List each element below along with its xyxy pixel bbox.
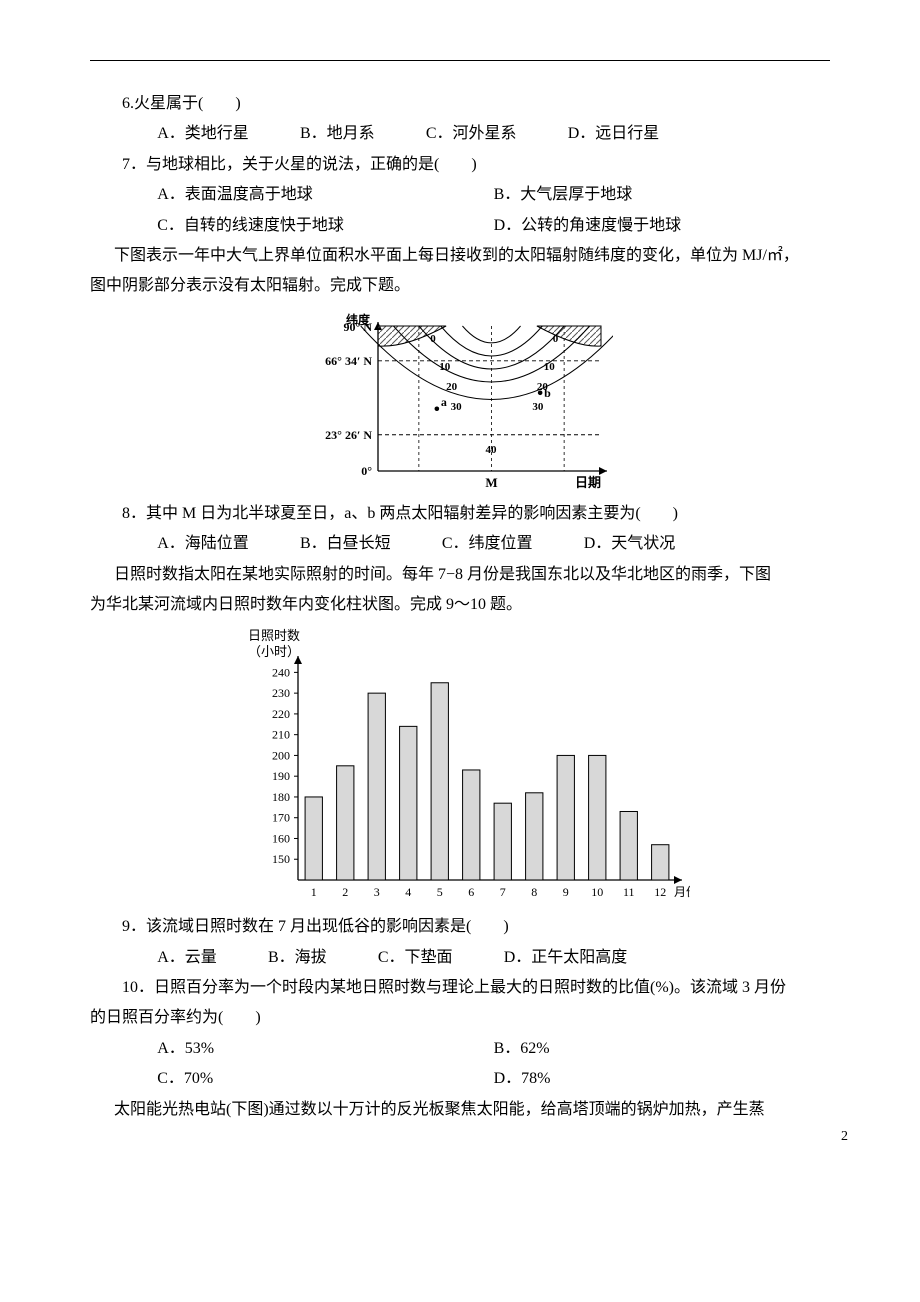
q9-opt-c: C．下垫面: [378, 943, 453, 973]
svg-text:10: 10: [439, 361, 451, 373]
q10-opt-a: A．53%: [157, 1034, 493, 1064]
svg-text:20: 20: [446, 381, 458, 393]
page-number: 2: [841, 1124, 848, 1151]
svg-text:日期: 日期: [574, 475, 600, 490]
svg-text:9: 9: [563, 885, 569, 899]
q8-opt-d: D．天气状况: [584, 529, 676, 559]
svg-text:0: 0: [552, 333, 558, 345]
q10-opt-b: B．62%: [494, 1034, 830, 1064]
svg-text:5: 5: [437, 885, 443, 899]
svg-text:12: 12: [654, 885, 666, 899]
svg-text:230: 230: [272, 686, 290, 700]
bottom-para: 太阳能光热电站(下图)通过数以十万计的反光板聚焦太阳能，给高塔顶端的锅炉加热，产…: [90, 1095, 830, 1125]
svg-text:30: 30: [450, 401, 462, 413]
svg-text:11: 11: [623, 885, 635, 899]
svg-text:180: 180: [272, 790, 290, 804]
q8-opt-c: C．纬度位置: [442, 529, 533, 559]
q9-opt-d: D．正午太阳高度: [504, 943, 628, 973]
q8-opt-a: A．海陆位置: [157, 529, 249, 559]
svg-text:b: b: [544, 386, 551, 400]
q7-options-row2: C．自转的线速度快于地球 D．公转的角速度慢于地球: [157, 211, 830, 241]
svg-text:220: 220: [272, 707, 290, 721]
q8-intro-a: 下图表示一年中大气上界单位面积水平面上每日接收到的太阳辐射随纬度的变化，单位为 …: [90, 241, 830, 271]
q10-options-row1: A．53% B．62%: [157, 1034, 830, 1064]
svg-text:3: 3: [374, 885, 380, 899]
q6-prefix: 6.: [122, 95, 134, 112]
chart-wrap: 日照时数（小时）15016017018019020021022023024012…: [90, 626, 830, 906]
svg-text:4: 4: [405, 885, 411, 899]
q8-opt-b: B．白昼长短: [300, 529, 391, 559]
q9-opt-a: A．云量: [157, 943, 217, 973]
q8-intro-b: 图中阴影部分表示没有太阳辐射。完成下题。: [90, 271, 830, 301]
diagram1-svg: 0102030400102030ab纬度90° N66° 34′ N23° 26…: [308, 308, 613, 493]
q6-opt-b: B．地月系: [300, 119, 375, 149]
svg-text:160: 160: [272, 832, 290, 846]
q6-opt-a: A．类地行星: [157, 119, 249, 149]
q6-opt-c: C．河外星系: [426, 119, 517, 149]
q7-options-row1: A．表面温度高于地球 B．大气层厚于地球: [157, 180, 830, 210]
q10-options-row2: C．70% D．78%: [157, 1064, 830, 1094]
q8-stem: 8．其中 M 日为北半球夏至日，a、b 两点太阳辐射差异的影响因素主要为( ): [90, 499, 830, 529]
q7-opt-c: C．自转的线速度快于地球: [157, 211, 493, 241]
q7-stem: 7．与地球相比，关于火星的说法，正确的是( ): [90, 150, 830, 180]
svg-text:0°: 0°: [361, 464, 372, 478]
svg-text:a: a: [440, 394, 446, 408]
svg-text:月份: 月份: [674, 885, 690, 899]
q9-intro-b: 为华北某河流域内日照时数年内变化柱状图。完成 9～10 题。: [90, 590, 830, 620]
q7-opt-b: B．大气层厚于地球: [494, 180, 830, 210]
q6-text: 火星属于( ): [134, 95, 241, 112]
q9-opt-b: B．海拔: [268, 943, 327, 973]
q7-opt-a: A．表面温度高于地球: [157, 180, 493, 210]
q8-options: A．海陆位置 B．白昼长短 C．纬度位置 D．天气状况: [157, 529, 830, 559]
q10-stem-b: 的日照百分率约为( ): [90, 1003, 830, 1033]
svg-text:23° 26′ N: 23° 26′ N: [325, 427, 372, 441]
svg-text:10: 10: [591, 885, 603, 899]
svg-text:2: 2: [342, 885, 348, 899]
q6-opt-d: D．远日行星: [568, 119, 660, 149]
svg-text:1: 1: [311, 885, 317, 899]
diagram1-wrap: 0102030400102030ab纬度90° N66° 34′ N23° 26…: [90, 308, 830, 493]
svg-text:7: 7: [500, 885, 506, 899]
svg-text:30: 30: [532, 401, 544, 413]
svg-text:90° N: 90° N: [343, 320, 372, 334]
svg-text:66° 34′ N: 66° 34′ N: [325, 354, 372, 368]
svg-text:210: 210: [272, 728, 290, 742]
q6-options: A．类地行星 B．地月系 C．河外星系 D．远日行星: [157, 119, 830, 149]
svg-text:6: 6: [468, 885, 474, 899]
svg-text:150: 150: [272, 853, 290, 867]
q6-stem: 6.火星属于( ): [90, 89, 830, 119]
svg-text:190: 190: [272, 769, 290, 783]
svg-text:0: 0: [430, 333, 436, 345]
svg-text:240: 240: [272, 666, 290, 680]
svg-text:（小时）: （小时）: [248, 644, 300, 659]
svg-text:10: 10: [543, 361, 555, 373]
chart-svg: 日照时数（小时）15016017018019020021022023024012…: [230, 626, 690, 906]
svg-text:40: 40: [485, 443, 497, 455]
q7-opt-d: D．公转的角速度慢于地球: [494, 211, 830, 241]
svg-text:M: M: [485, 475, 497, 490]
svg-text:日照时数: 日照时数: [248, 628, 300, 643]
q10-stem-a: 10．日照百分率为一个时段内某地日照时数与理论上最大的日照时数的比值(%)。该流…: [90, 973, 830, 1003]
q9-options: A．云量 B．海拔 C．下垫面 D．正午太阳高度: [157, 943, 830, 973]
q10-opt-d: D．78%: [494, 1064, 830, 1094]
q9-intro-a: 日照时数指太阳在某地实际照射的时间。每年 7−8 月份是我国东北以及华北地区的雨…: [90, 560, 830, 590]
q9-stem: 9．该流域日照时数在 7 月出现低谷的影响因素是( ): [90, 912, 830, 942]
top-rule: [90, 60, 830, 61]
q10-opt-c: C．70%: [157, 1064, 493, 1094]
svg-text:200: 200: [272, 749, 290, 763]
svg-text:170: 170: [272, 811, 290, 825]
page-container: 6.火星属于( ) A．类地行星 B．地月系 C．河外星系 D．远日行星 7．与…: [0, 0, 920, 1165]
svg-text:8: 8: [531, 885, 537, 899]
